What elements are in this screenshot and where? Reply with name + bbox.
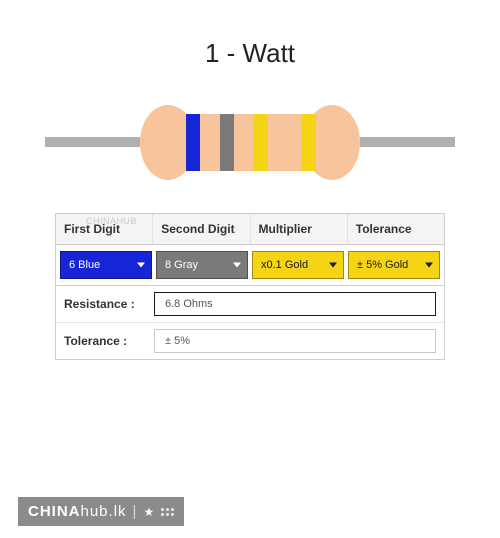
- resistor-lead-left: [45, 137, 140, 147]
- chevron-down-icon: [329, 263, 337, 268]
- select-first-digit-label: 6 Blue: [69, 259, 100, 271]
- select-first-digit[interactable]: 6 Blue: [60, 251, 152, 279]
- result-tolerance-value: ± 5%: [154, 329, 436, 353]
- select-multiplier[interactable]: x0.1 Gold: [252, 251, 344, 279]
- select-second-digit-label: 8 Gray: [165, 259, 198, 271]
- watermark-text: CHINAHUB: [86, 216, 137, 226]
- result-tolerance-row: Tolerance : ± 5%: [56, 323, 444, 359]
- chevron-down-icon: [137, 263, 145, 268]
- control-panel: First Digit Second Digit Multiplier Tole…: [55, 213, 445, 360]
- select-multiplier-label: x0.1 Gold: [261, 259, 308, 271]
- result-tolerance-label: Tolerance :: [64, 334, 154, 348]
- resistor-body: [140, 105, 360, 180]
- select-row: 6 Blue 8 Gray x0.1 Gold ± 5% Gold: [56, 245, 444, 286]
- chevron-down-icon: [425, 263, 433, 268]
- header-second-digit: Second Digit: [153, 214, 250, 244]
- result-resistance-value: 6.8 Ohms: [154, 292, 436, 316]
- header-multiplier: Multiplier: [251, 214, 348, 244]
- page-title: 1 - Watt: [0, 38, 500, 69]
- resistor-diagram: [0, 87, 500, 197]
- logo-part1: CHINA: [28, 503, 81, 520]
- resistor-band-4: [302, 114, 316, 171]
- logo-separator: |: [133, 503, 138, 520]
- star-icon: ★: [143, 505, 155, 519]
- resistor-band-2: [220, 114, 234, 171]
- resistor-barrel: [180, 114, 320, 171]
- dots-icon: [161, 508, 174, 516]
- select-tolerance-label: ± 5% Gold: [357, 259, 408, 271]
- select-second-digit[interactable]: 8 Gray: [156, 251, 248, 279]
- select-tolerance[interactable]: ± 5% Gold: [348, 251, 440, 279]
- header-tolerance: Tolerance: [348, 214, 444, 244]
- resistor-lead-right: [360, 137, 455, 147]
- brand-logo: CHINAhub.lk | ★: [18, 497, 184, 526]
- resistor-band-3: [254, 114, 268, 171]
- chevron-down-icon: [233, 263, 241, 268]
- result-resistance-row: Resistance : 6.8 Ohms: [56, 286, 444, 323]
- logo-part2: hub.lk: [81, 503, 127, 520]
- result-resistance-label: Resistance :: [64, 297, 154, 311]
- resistor-band-1: [186, 114, 200, 171]
